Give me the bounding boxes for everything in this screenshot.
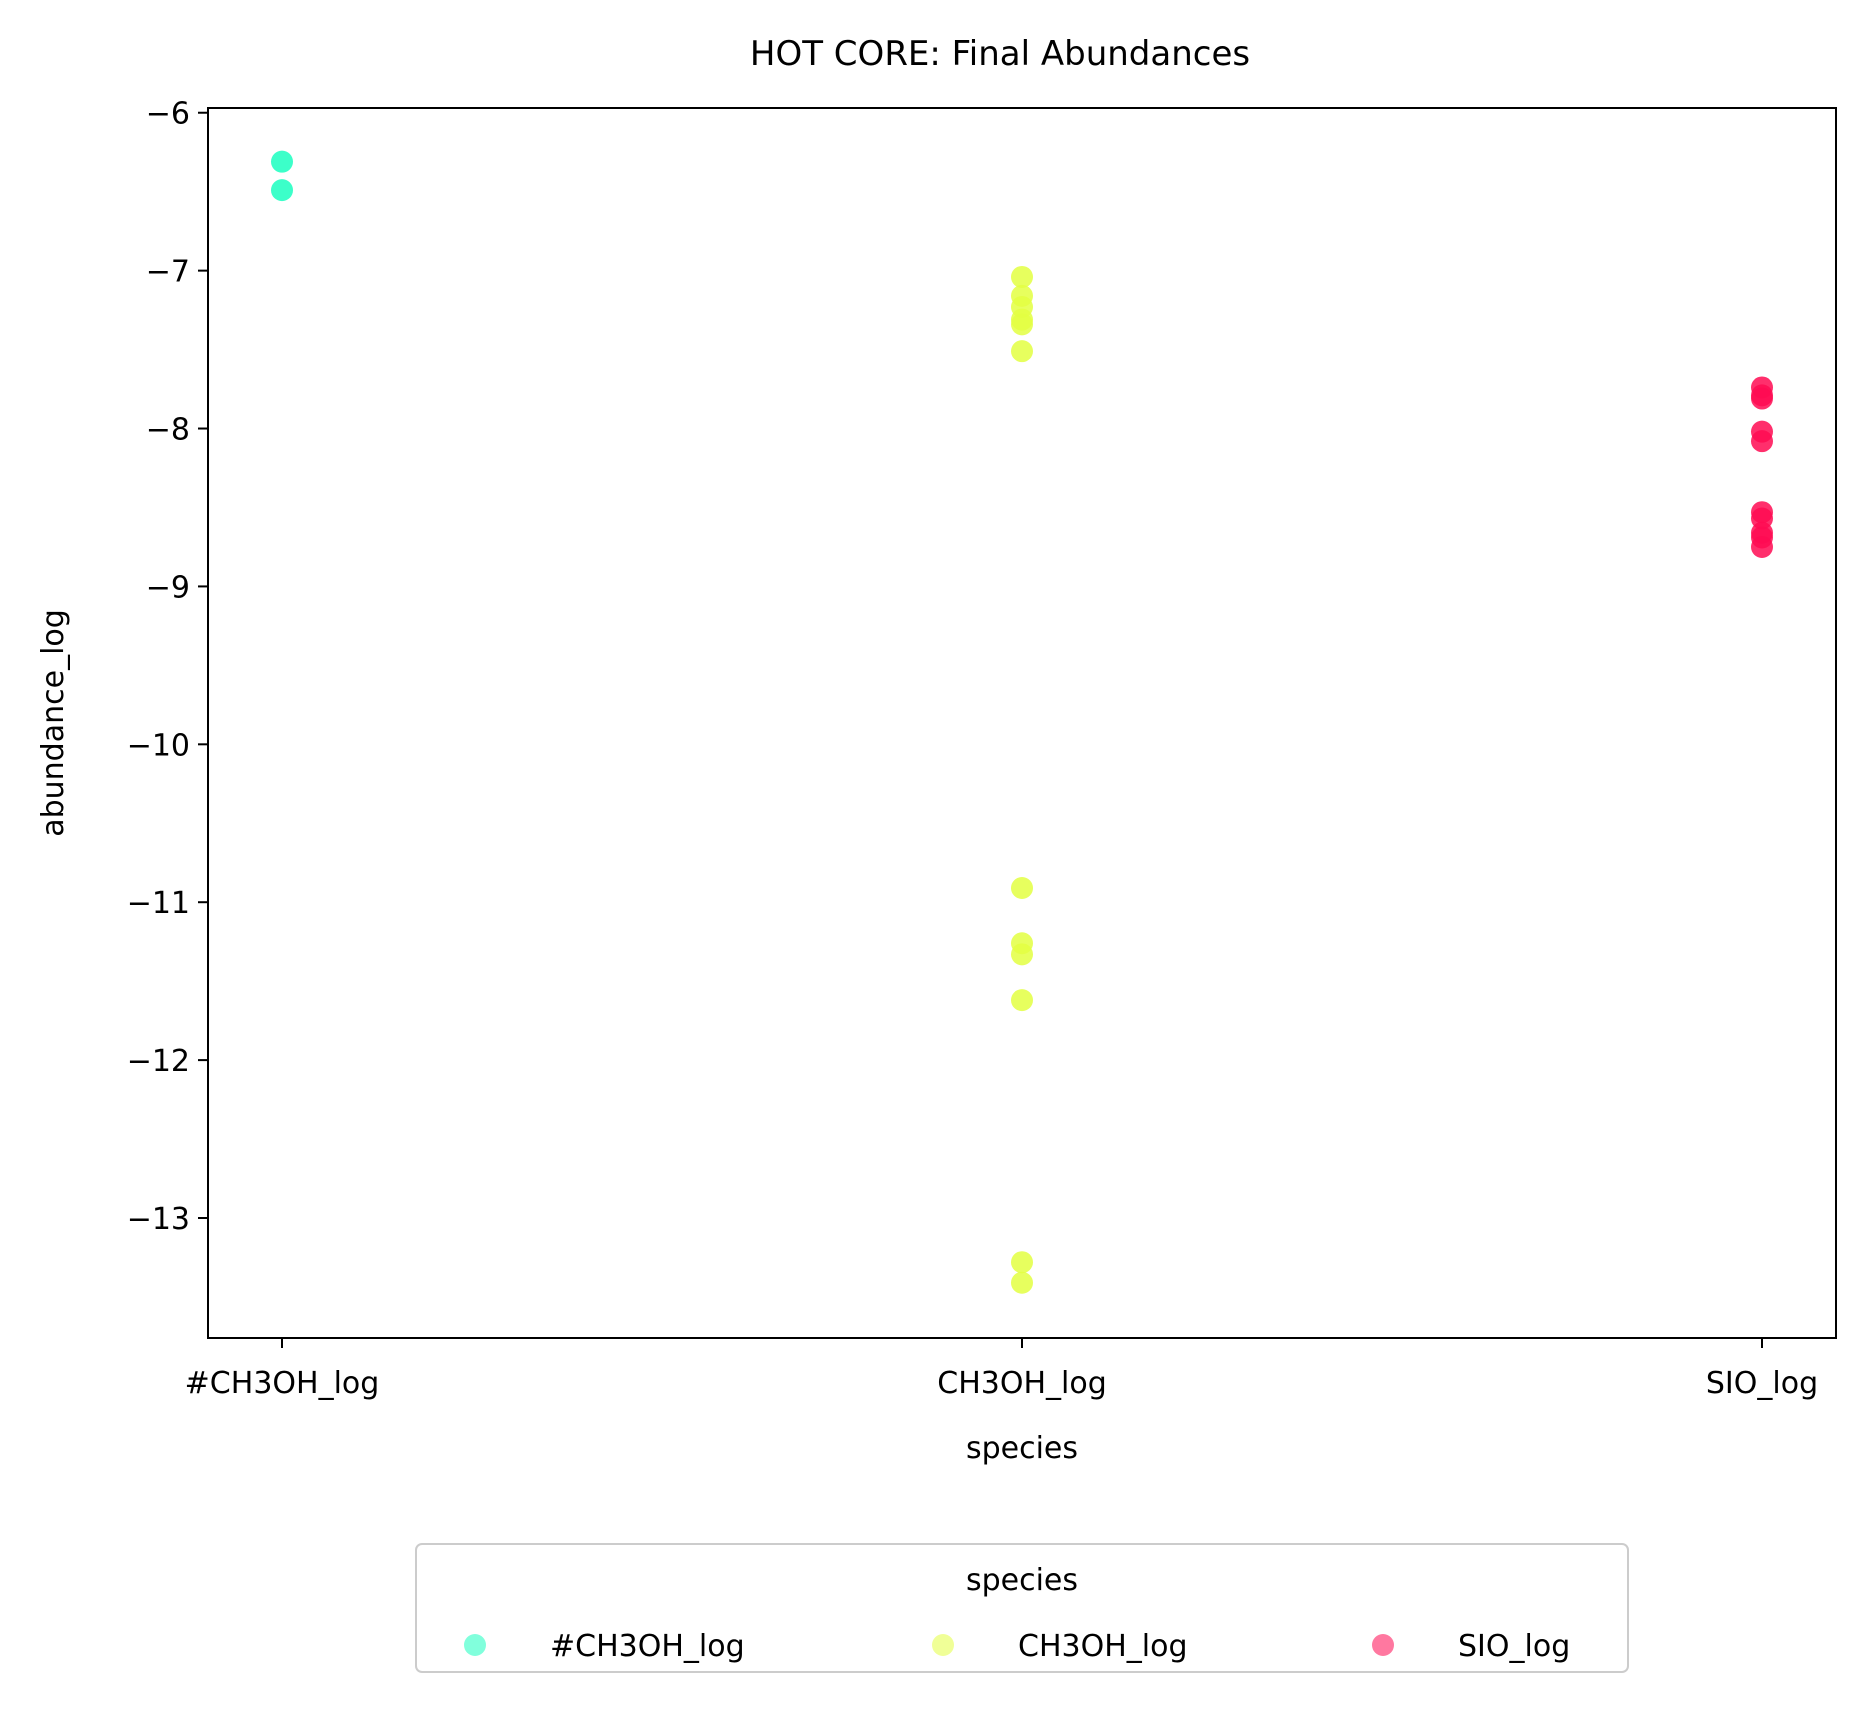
legend-marker xyxy=(464,1634,486,1656)
data-point xyxy=(1011,313,1033,336)
x-axis-label: species xyxy=(966,1431,1078,1466)
legend-marker xyxy=(932,1634,954,1656)
data-point xyxy=(1011,265,1033,288)
data-point xyxy=(1011,943,1033,966)
data-point xyxy=(1011,1271,1033,1294)
legend-label: SIO_log xyxy=(1458,1629,1570,1664)
x-tick-label: #CH3OH_log xyxy=(185,1366,380,1401)
chart-title: HOT CORE: Final Abundances xyxy=(750,34,1250,74)
legend-items: #CH3OH_log CH3OH_log SIO_log xyxy=(464,1629,1570,1664)
y-axis: −6 −7 −8 −9 −10 −11 −12 −13 xyxy=(127,97,208,1237)
x-tick-label: CH3OH_log xyxy=(937,1366,1107,1401)
data-point xyxy=(1751,430,1773,453)
y-tick-label: −13 xyxy=(127,1202,190,1237)
y-tick-label: −12 xyxy=(127,1044,190,1079)
y-tick-label: −7 xyxy=(146,255,190,290)
data-points xyxy=(271,150,1773,1294)
legend: species #CH3OH_log CH3OH_log SIO_log xyxy=(415,1543,1629,1673)
data-point xyxy=(1011,340,1033,363)
data-point xyxy=(1751,387,1773,410)
legend-title: species xyxy=(966,1563,1078,1598)
data-point xyxy=(271,179,293,202)
y-tick-label: −8 xyxy=(146,413,190,448)
y-tick-label: −6 xyxy=(146,97,190,132)
legend-marker xyxy=(1372,1634,1394,1656)
y-tick-label: −11 xyxy=(127,886,190,921)
data-point xyxy=(1011,877,1033,899)
data-point xyxy=(1011,989,1033,1012)
data-point xyxy=(271,150,293,173)
data-point xyxy=(1751,535,1773,558)
x-tick-label: SIO_log xyxy=(1706,1366,1818,1401)
y-tick-label: −10 xyxy=(127,728,190,763)
legend-label: #CH3OH_log xyxy=(550,1629,745,1664)
x-axis: #CH3OH_log CH3OH_log SIO_log xyxy=(185,1338,1818,1401)
data-point xyxy=(1011,1251,1033,1274)
legend-box xyxy=(415,1543,1629,1673)
legend-label: CH3OH_log xyxy=(1018,1629,1188,1664)
y-axis-label: abundance_log xyxy=(36,609,71,837)
y-tick-label: −9 xyxy=(146,570,190,605)
